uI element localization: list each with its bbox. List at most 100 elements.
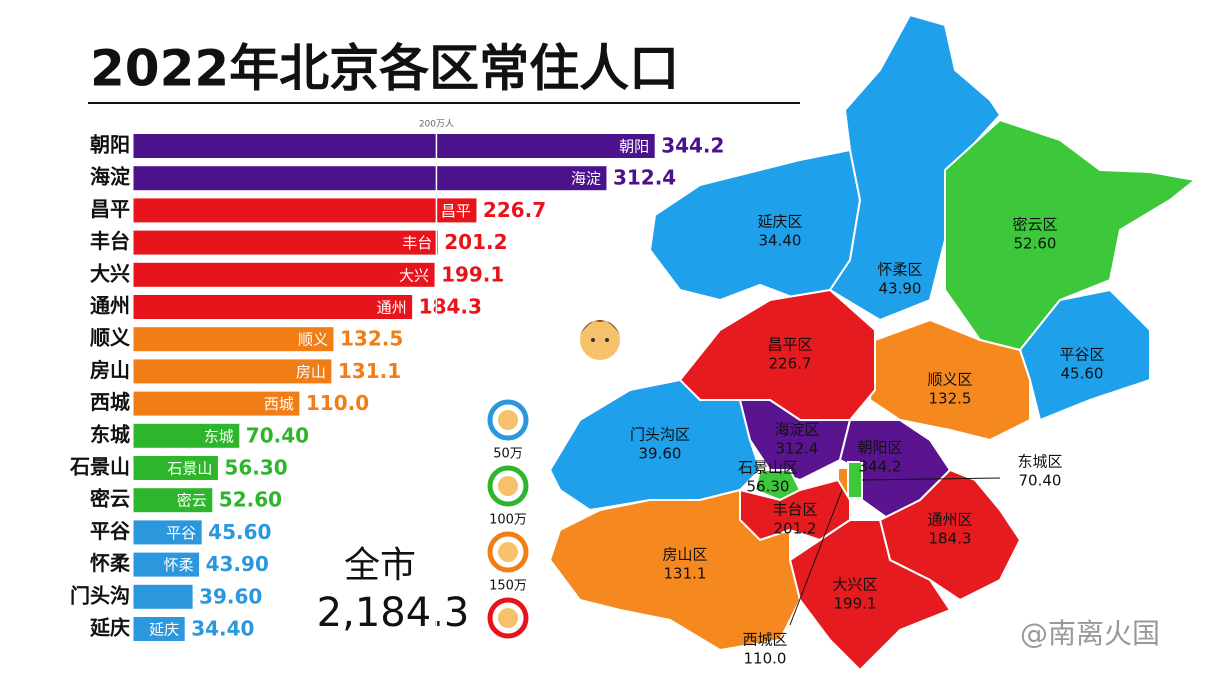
bar-inner-label: 东城 (204, 427, 234, 445)
value-label: 56.30 (224, 456, 287, 480)
region-name: 怀柔区 (877, 261, 922, 279)
value-label: 184.3 (419, 295, 482, 319)
region-pinggu (1018, 288, 1151, 422)
bar (132, 390, 301, 417)
legend-label: 50万 (493, 447, 523, 462)
y-tick-label: 石景山 (69, 455, 130, 479)
region-huairou (828, 13, 1002, 322)
legend-face (498, 542, 518, 562)
bar (132, 133, 656, 159)
value-label: 39.60 (199, 584, 262, 608)
y-tick-label: 通州 (90, 294, 130, 318)
region-name: 通州区 (927, 511, 972, 529)
bar-inner-label: 西城 (264, 395, 294, 413)
total-label: 全市 (344, 545, 416, 586)
region-value: 199.1 (834, 595, 877, 613)
region-value: 132.5 (929, 390, 972, 408)
region-value: 70.40 (1019, 472, 1062, 490)
bar (132, 165, 608, 192)
region-value: 45.60 (1061, 365, 1104, 383)
value-label: 199.1 (441, 262, 504, 286)
value-label: 70.40 (246, 423, 309, 447)
value-label: 131.1 (338, 359, 401, 383)
y-tick-label: 密云 (90, 487, 130, 511)
bar-inner-label: 大兴 (399, 266, 429, 284)
value-label: 43.90 (206, 552, 269, 576)
bar-inner-label: 朝阳 (619, 138, 649, 156)
bar (132, 422, 241, 449)
map (548, 13, 1198, 672)
region-value: 201.2 (774, 520, 817, 538)
legend-face (498, 410, 518, 430)
value-label: 226.7 (483, 198, 546, 222)
region-name: 海淀区 (774, 421, 819, 439)
y-tick-label: 海淀 (90, 165, 131, 189)
bar-inner-label: 石景山 (167, 460, 212, 478)
leader-line (861, 477, 1001, 481)
y-tick-label: 顺义 (90, 326, 130, 350)
bar (132, 519, 203, 546)
region-name: 丰台区 (772, 501, 817, 519)
region-value: 344.2 (859, 458, 902, 476)
y-tick-label: 丰台 (90, 229, 130, 253)
legend-face (498, 476, 518, 496)
bar-inner-label: 房山 (296, 363, 326, 381)
value-label: 34.40 (191, 617, 254, 641)
region-value: 131.1 (664, 565, 707, 583)
y-tick-label: 西城 (90, 390, 130, 414)
bar-inner-label: 昌平 (441, 202, 471, 220)
face-icon (580, 320, 620, 360)
region-name: 西城区 (742, 631, 787, 649)
legend-label: 100万 (489, 513, 527, 528)
watermark: @南离火国 (1020, 617, 1160, 650)
region-mentougou (548, 378, 762, 512)
bar (132, 455, 219, 481)
region-name: 东城区 (1017, 453, 1062, 471)
value-label: 344.2 (661, 134, 724, 158)
region-haidian (738, 399, 852, 482)
value-label: 201.2 (444, 230, 507, 254)
region-value: 52.60 (1014, 235, 1057, 253)
value-label: 110.0 (306, 391, 369, 415)
region-value: 184.3 (929, 530, 972, 548)
bar-inner-label: 海淀 (571, 170, 601, 188)
bar-inner-label: 通州 (377, 299, 407, 317)
region-name: 朝阳区 (857, 439, 902, 457)
bar-inner-label: 平谷 (166, 524, 196, 542)
region-name: 大兴区 (832, 576, 877, 594)
y-tick-label: 房山 (90, 358, 130, 382)
legend-label: 150万 (489, 579, 527, 594)
region-value: 312.4 (776, 440, 819, 458)
total-value: 2,184.3 (317, 590, 470, 636)
region-value: 43.90 (879, 280, 922, 298)
bar-inner-label: 延庆 (149, 621, 179, 639)
y-tick-label: 昌平 (90, 197, 130, 221)
value-label: 312.4 (613, 166, 676, 190)
region-yanqing (648, 148, 862, 302)
region-shunyi (868, 318, 1031, 442)
bar (132, 616, 186, 642)
region-name: 密云区 (1012, 216, 1057, 234)
value-label: 52.60 (219, 488, 282, 512)
value-label: 45.60 (208, 520, 271, 544)
legend-face (498, 608, 518, 628)
bar (132, 229, 439, 256)
region-value: 226.7 (769, 355, 812, 373)
leader-line (789, 489, 843, 626)
bar-inner-label: 丰台 (402, 234, 432, 252)
bar (132, 294, 414, 320)
bar (132, 358, 333, 385)
bar (132, 551, 201, 578)
region-name: 顺义区 (927, 371, 972, 389)
y-tick-label: 怀柔 (90, 551, 131, 575)
region-name: 石景山区 (738, 459, 798, 477)
y-tick-label: 门头沟 (70, 583, 130, 607)
region-value: 56.30 (747, 478, 790, 496)
bar-inner-label: 顺义 (298, 331, 328, 349)
y-tick-label: 朝阳 (90, 133, 130, 157)
region-name: 延庆区 (757, 213, 802, 231)
bar (132, 261, 436, 288)
bar (132, 487, 214, 514)
